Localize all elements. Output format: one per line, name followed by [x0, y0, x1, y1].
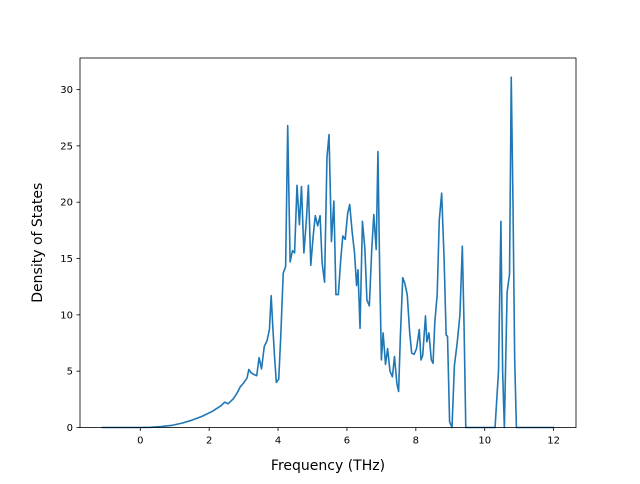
axes-frame	[79, 57, 577, 428]
plot-lines	[101, 76, 555, 429]
y-tick-label: 15	[60, 254, 73, 265]
y-tick-label: 25	[60, 141, 73, 152]
x-axis-label: Frequency (THz)	[271, 458, 385, 474]
x-tick-label: 6	[344, 436, 350, 447]
x-tick-label: 0	[137, 436, 143, 447]
x-tick-label: 8	[413, 436, 419, 447]
y-tick-label: 5	[67, 367, 73, 378]
y-tick-label: 0	[67, 423, 73, 434]
x-tick-label: 2	[206, 436, 212, 447]
y-tick-label: 30	[60, 85, 73, 96]
tick-labels: 0 2 4 6 8 10 12 0 5 10 15 20 25 30	[60, 85, 560, 446]
x-tick-label: 10	[478, 436, 491, 447]
y-tick-label: 10	[60, 310, 73, 321]
x-tick-label: 4	[275, 436, 281, 447]
dos-series-line	[101, 76, 555, 429]
y-tick-label: 20	[60, 198, 73, 209]
ticks	[76, 89, 555, 431]
y-axis-label: Density of States	[30, 183, 46, 303]
x-tick-label: 12	[547, 436, 560, 447]
